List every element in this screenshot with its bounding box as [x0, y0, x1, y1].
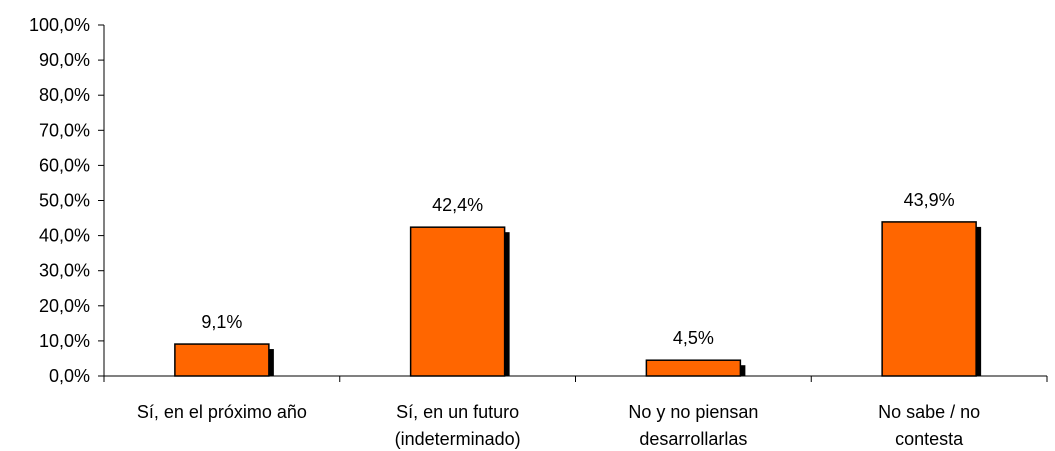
y-tick-label: 0,0%: [49, 366, 90, 386]
y-axis: 0,0% 10,0% 20,0% 30,0% 40,0% 50,0% 60,0% 70,0% 8…: [29, 15, 105, 386]
y-tick-label: 100,0%: [29, 15, 90, 35]
data-label: 9,1%: [201, 312, 242, 332]
y-tick-label: 80,0%: [39, 85, 90, 105]
y-tick-label: 70,0%: [39, 120, 90, 140]
y-tick-label: 20,0%: [39, 296, 90, 316]
data-label: 43,9%: [904, 190, 955, 210]
y-tick-label: 90,0%: [39, 50, 90, 70]
bars: [174, 221, 982, 377]
y-tick-label: 50,0%: [39, 191, 90, 211]
bar: [174, 343, 270, 377]
x-axis: Sí, en el próximo año Sí, en un futuro (in…: [103, 375, 1048, 449]
x-tick-label: contesta: [895, 429, 964, 449]
x-tick-label: No sabe / no: [878, 402, 980, 422]
x-tick-label: Sí, en un futuro: [396, 402, 519, 422]
data-label: 42,4%: [432, 195, 483, 215]
data-label: 4,5%: [673, 328, 714, 348]
bar: [881, 221, 977, 377]
bar: [409, 226, 506, 377]
x-tick-label: No y no piensan: [628, 402, 758, 422]
y-tick-label: 10,0%: [39, 331, 90, 351]
data-labels: 9,1% 42,4% 4,5% 43,9%: [201, 190, 954, 348]
x-tick-label: (indeterminado): [395, 429, 521, 449]
y-tick-label: 60,0%: [39, 155, 90, 175]
y-tick-label: 30,0%: [39, 261, 90, 281]
x-tick-label: Sí, en el próximo año: [137, 402, 307, 422]
bar: [645, 359, 742, 377]
y-tick-label: 40,0%: [39, 226, 90, 246]
x-tick-label: desarrollarlas: [639, 429, 747, 449]
